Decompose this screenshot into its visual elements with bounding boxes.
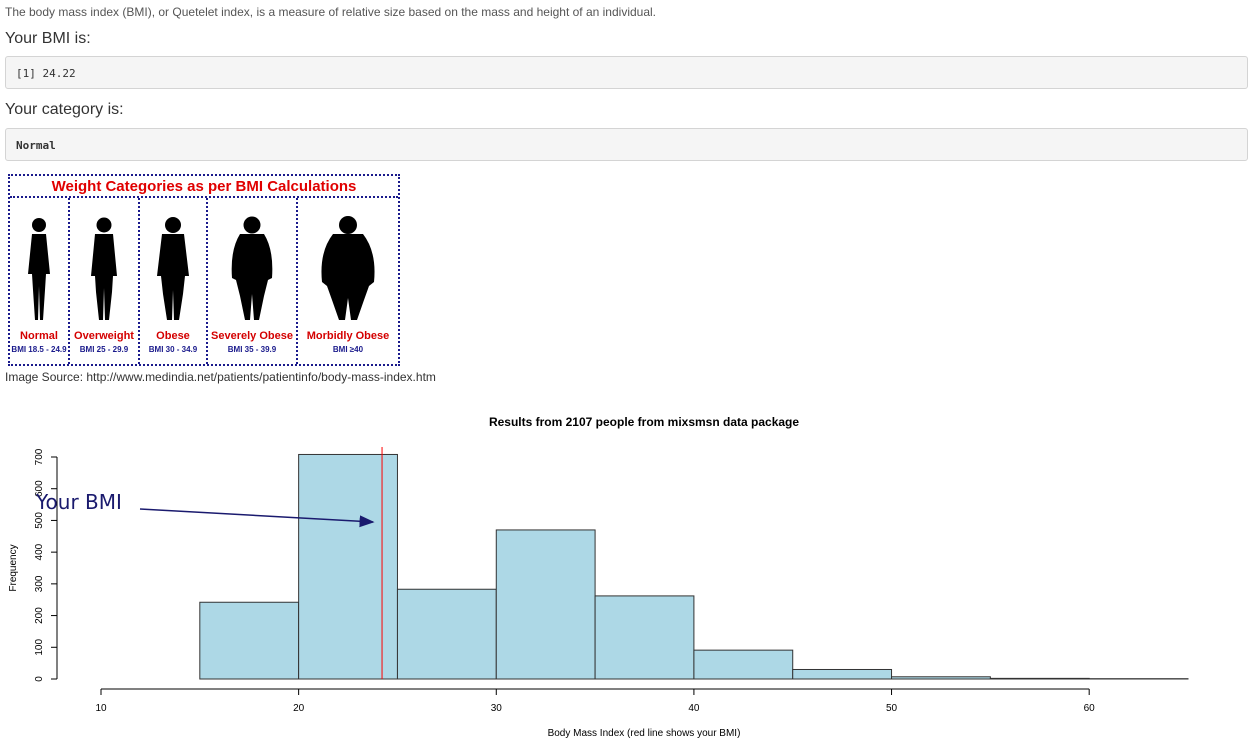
category-name: Obese: [156, 330, 190, 342]
intro-text: The body mass index (BMI), or Quetelet i…: [5, 5, 657, 19]
bmi-label: Your BMI is:: [5, 30, 91, 47]
histogram-bar: [594, 595, 695, 680]
bmi-categories-image: Weight Categories as per BMI Calculation…: [8, 174, 400, 366]
histogram-bar: [495, 529, 596, 680]
category-obese: Obese BMI 30 - 34.9: [140, 198, 208, 364]
y-tick-label: 500: [34, 512, 45, 529]
morbidly-obese-silhouette-icon: [321, 216, 375, 320]
severely-obese-silhouette-icon: [231, 216, 273, 320]
category-range: BMI ≥40: [332, 345, 364, 354]
histogram-bar: [298, 453, 398, 680]
histogram-bar: [396, 588, 497, 680]
chart-title: Results from 2107 people from mixsmsn da…: [489, 415, 799, 429]
y-tick-label: 600: [34, 480, 45, 497]
normal-silhouette-icon: [28, 218, 50, 320]
category-output: Normal: [5, 128, 1248, 161]
category-name: Overweight: [74, 330, 134, 342]
category-morbidly-obese: Morbidly Obese BMI ≥40: [298, 198, 398, 364]
y-tick-label: 300: [34, 575, 45, 592]
category-normal: Normal BMI 18.5 - 24.9: [10, 198, 70, 364]
y-tick-label: 700: [34, 448, 45, 465]
category-range: BMI 18.5 - 24.9: [11, 345, 67, 354]
category-range: BMI 30 - 34.9: [148, 345, 198, 354]
category-name: Severely Obese: [211, 330, 293, 342]
your-bmi-annotation: Your BMI: [35, 490, 122, 514]
y-tick-label: 200: [34, 607, 45, 624]
x-tick-label: 30: [491, 703, 503, 714]
x-tick-label: 60: [1084, 703, 1096, 714]
category-range: BMI 35 - 39.9: [227, 345, 277, 354]
x-tick-label: 40: [688, 703, 700, 714]
y-tick-label: 100: [34, 639, 45, 656]
bmi-histogram: Results from 2107 people from mixsmsn da…: [8, 415, 1189, 739]
category-name: Morbidly Obese: [306, 330, 390, 342]
image-source: Image Source: http://www.medindia.net/pa…: [5, 370, 436, 384]
category-label: Your category is:: [5, 101, 124, 118]
x-tick-label: 10: [95, 703, 107, 714]
y-tick-label: 400: [34, 543, 45, 560]
histogram-bar: [989, 677, 1090, 680]
histogram-bar: [792, 668, 893, 680]
overweight-silhouette-icon: [91, 217, 117, 320]
annotation-arrow: [139, 508, 375, 528]
poster-title: Weight Categories as per BMI Calculation…: [10, 176, 398, 198]
x-tick-label: 50: [886, 703, 898, 714]
bmi-output: [1] 24.22: [5, 56, 1248, 89]
x-tick-label: 20: [293, 703, 305, 714]
histogram-bar: [891, 676, 991, 680]
category-severely-obese: Severely Obese BMI 35 - 39.9: [208, 198, 298, 364]
category-overweight: Overweight BMI 25 - 29.9: [70, 198, 140, 364]
y-tick-label: 0: [34, 676, 45, 682]
x-axis-label: Body Mass Index (red line shows your BMI…: [548, 728, 741, 739]
category-range: BMI 25 - 29.9: [79, 345, 129, 354]
category-name: Normal: [20, 330, 58, 342]
histogram-bar: [199, 601, 300, 680]
y-axis-label: Frequency: [8, 544, 19, 591]
histogram-bar: [693, 649, 794, 680]
obese-silhouette-icon: [157, 217, 189, 320]
